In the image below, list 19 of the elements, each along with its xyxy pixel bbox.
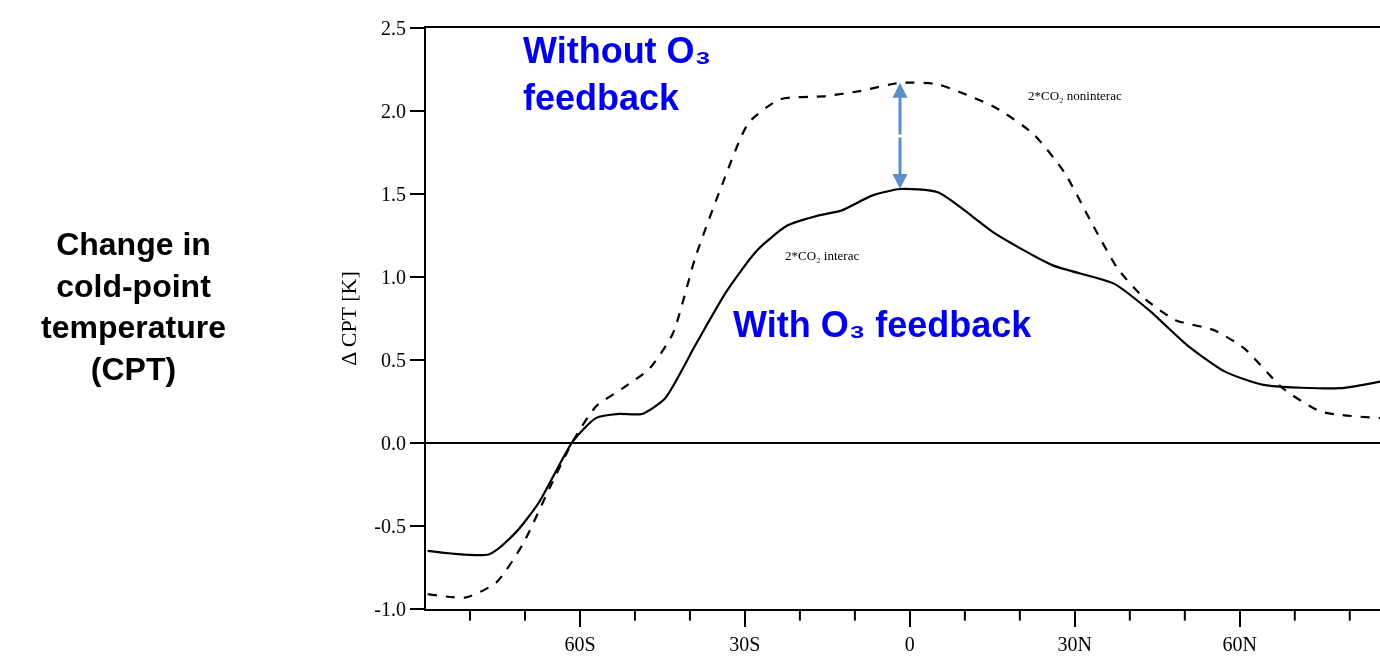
y-tick-label: -1.0 [374,598,406,620]
x-tick-label: 60N [1222,633,1258,655]
y-tick-label: 2.5 [381,17,406,39]
y-tick-label: 0.5 [381,349,406,371]
x-tick-label: 30N [1057,633,1093,655]
y-axis-title: Δ CPT [K] [335,271,361,366]
text: Change in cold-point temperature (CPT) [41,226,226,387]
series-label: 2*CO₂ interac [785,248,860,263]
x-tick-label: 30S [729,633,761,655]
x-tick-label: 60S [564,633,596,655]
y-tick-label: 0.0 [381,432,406,454]
x-tick-label: 0 [904,633,915,655]
annotation: Without O₃ feedback [523,30,712,118]
y-tick-label: -0.5 [374,515,406,537]
y-tick-label: 1.5 [381,183,406,205]
annotation: With O₃ feedback [733,304,1033,345]
y-tick-label: 2.0 [381,100,406,122]
y-tick-label: 1.0 [381,266,406,288]
series-label: 2*CO₂ noninterac [1028,88,1122,103]
